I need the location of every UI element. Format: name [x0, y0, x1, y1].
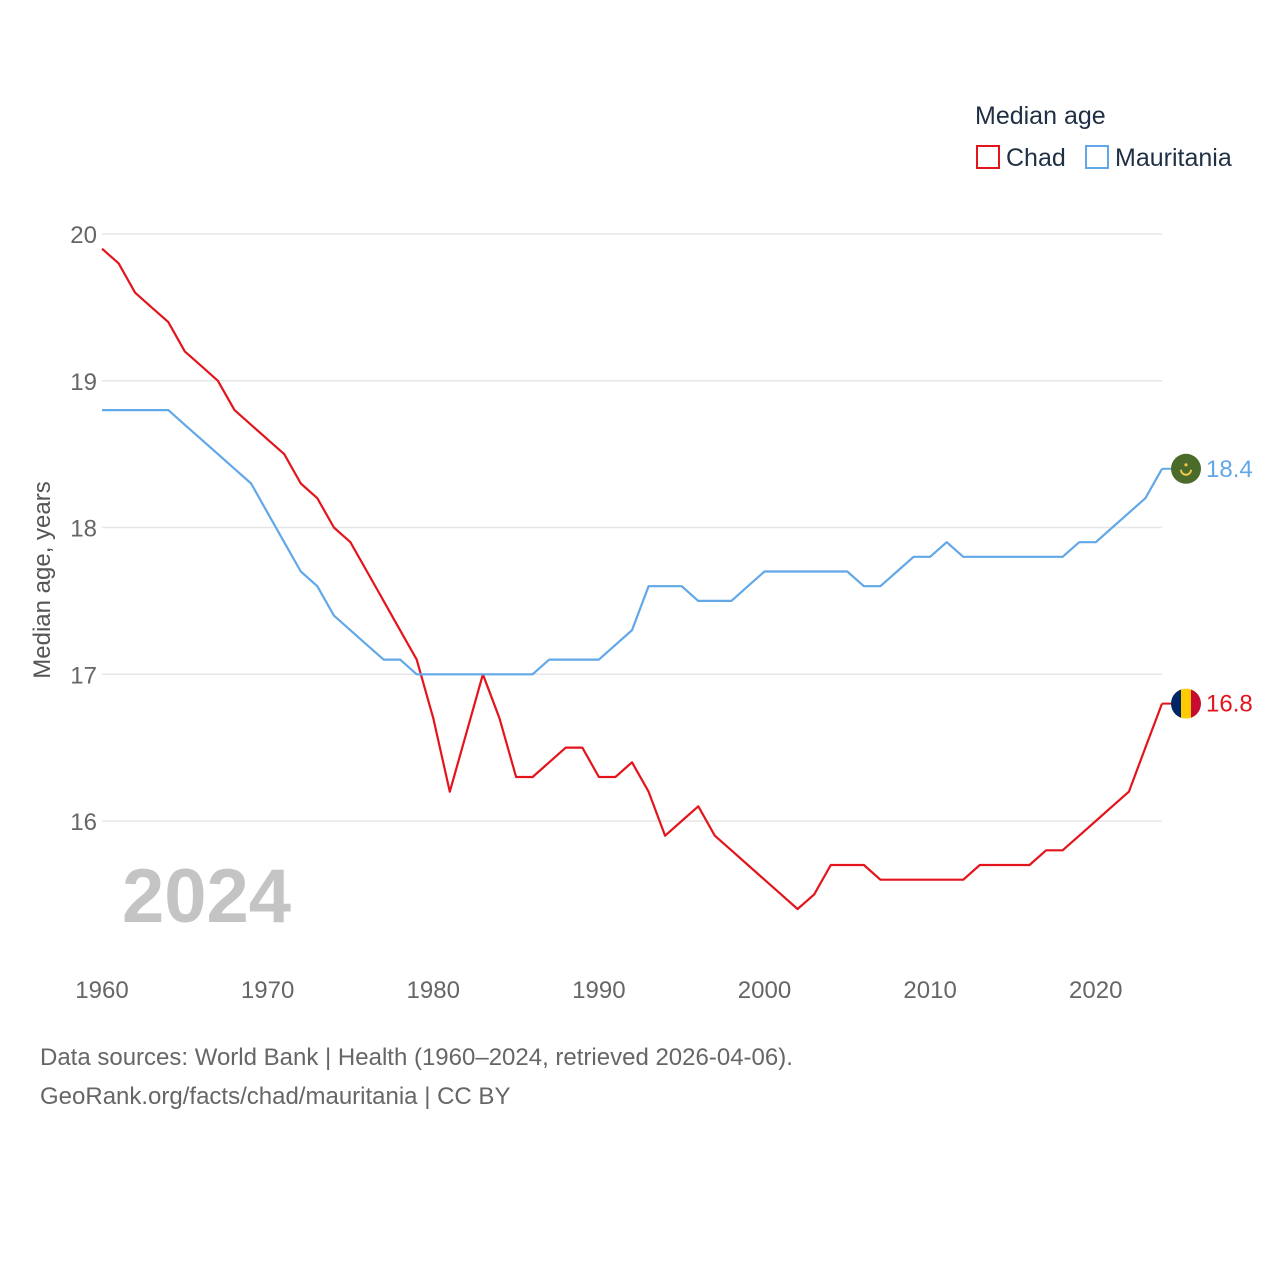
flag-stripe-yellow: [1181, 688, 1191, 719]
grid-lines: [102, 233, 1162, 822]
y-tick-label: 16: [70, 809, 97, 836]
legend-label-chad: Chad: [1006, 144, 1066, 172]
legend-swatch-chad: [976, 145, 1000, 169]
x-tick-label: 2010: [903, 977, 956, 1004]
end-value-label-mauritania: 18.4: [1206, 456, 1253, 483]
mauritania-flag-icon: [1171, 453, 1201, 484]
x-axis-ticks: 1960 1970 1980 1990 2000 2010 2020: [75, 977, 1122, 1004]
flag-star: [1184, 463, 1188, 467]
x-tick-label: 2020: [1069, 977, 1122, 1004]
legend-swatch-mauritania: [1085, 145, 1109, 169]
y-tick-label: 17: [70, 662, 97, 689]
chad-flag-icon: [1171, 688, 1201, 719]
x-tick-label: 1990: [572, 977, 625, 1004]
y-tick-label: 20: [70, 222, 97, 249]
series-lines: [101, 247, 1164, 911]
year-watermark: 2024: [122, 854, 291, 939]
y-axis-title: Median age, years: [29, 481, 56, 678]
flag-field-green: [1171, 453, 1201, 484]
legend-item-mauritania[interactable]: Mauritania: [1085, 144, 1232, 172]
x-tick-label: 2000: [738, 977, 791, 1004]
y-tick-label: 18: [70, 516, 97, 543]
attribution-note: GeoRank.org/facts/chad/mauritania | CC B…: [40, 1083, 511, 1110]
series-line-mauritania: [102, 409, 1163, 676]
series-line-chad: [101, 247, 1164, 911]
y-axis-ticks: 16 17 18 19 20: [70, 222, 97, 836]
x-tick-label: 1970: [241, 977, 294, 1004]
series-endpoints: 16.8 18.4: [1162, 453, 1253, 719]
flag-stripe-red: [1191, 688, 1201, 719]
data-sources-note: Data sources: World Bank | Health (1960–…: [40, 1044, 793, 1071]
legend-title: Median age: [975, 102, 1106, 130]
flag-stripe-blue: [1171, 688, 1181, 719]
x-tick-label: 1980: [407, 977, 460, 1004]
x-tick-label: 1960: [75, 977, 128, 1004]
legend: Median age Chad Mauritania: [975, 102, 1232, 172]
end-value-label-chad: 16.8: [1206, 691, 1253, 718]
legend-label-mauritania: Mauritania: [1115, 144, 1232, 172]
flag-crescent: [1180, 469, 1192, 476]
y-tick-label: 19: [70, 369, 97, 396]
legend-item-chad[interactable]: Chad: [976, 144, 1066, 172]
